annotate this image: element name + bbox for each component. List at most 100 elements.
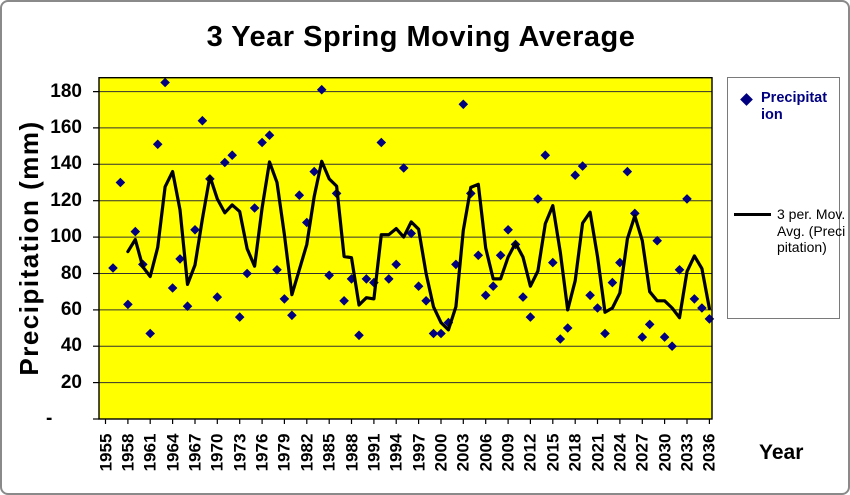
legend-label-moving-average: 3 per. Mov. Avg. (Precipitation) — [777, 206, 846, 255]
data-point-diamond[interactable] — [391, 259, 401, 270]
data-point-diamond[interactable] — [287, 310, 297, 321]
line-marker-icon — [734, 213, 771, 216]
x-tick-label: 1958 — [118, 433, 138, 472]
x-tick-label: 1979 — [274, 433, 294, 472]
data-point-diamond[interactable] — [257, 137, 267, 148]
data-point-diamond[interactable] — [309, 166, 319, 177]
data-point-diamond[interactable] — [108, 263, 118, 273]
data-point-diamond[interactable] — [234, 312, 245, 322]
x-tick-label: 1970 — [207, 433, 227, 472]
data-point-diamond[interactable] — [622, 166, 633, 177]
x-tick-label: 2036 — [699, 433, 719, 472]
plot-border — [98, 77, 713, 420]
chart-title[interactable]: 3 Year Spring Moving Average — [206, 21, 636, 53]
data-point-diamond[interactable] — [540, 150, 551, 160]
data-point-diamond[interactable] — [316, 84, 327, 95]
data-point-diamond[interactable] — [577, 161, 588, 171]
x-tick-label: 1985 — [319, 433, 339, 472]
x-tick-label: 2024 — [610, 433, 630, 472]
data-point-diamond[interactable] — [585, 290, 595, 301]
x-tick-label: 2003 — [453, 433, 473, 472]
data-point-diamond[interactable] — [167, 283, 178, 293]
x-tick-label: 2015 — [543, 433, 563, 472]
data-point-diamond[interactable] — [339, 296, 349, 306]
data-point-diamond[interactable] — [249, 203, 260, 213]
data-point-diamond[interactable] — [227, 150, 237, 160]
data-point-diamond[interactable] — [115, 177, 126, 188]
data-point-diamond[interactable] — [160, 77, 170, 88]
data-point-diamond[interactable] — [652, 235, 662, 246]
x-tick-label: 2000 — [431, 433, 451, 472]
data-point-diamond[interactable] — [630, 208, 640, 219]
legend: Precipitation 3 per. Mov. Avg. (Precipit… — [727, 77, 845, 319]
y-tick-label: 160 — [50, 116, 82, 138]
data-point-diamond[interactable] — [436, 328, 446, 339]
data-point-diamond[interactable] — [182, 301, 193, 311]
x-axis-title: Year — [759, 441, 804, 464]
data-point-diamond[interactable] — [421, 296, 431, 306]
x-tick-label: 1961 — [140, 433, 160, 472]
data-point-diamond[interactable] — [376, 137, 387, 148]
plot-area[interactable] — [93, 77, 715, 426]
data-point-diamond[interactable] — [220, 157, 230, 168]
data-point-diamond[interactable] — [190, 225, 200, 235]
data-point-diamond[interactable] — [480, 290, 491, 301]
data-point-diamond[interactable] — [562, 323, 573, 333]
diamond-marker-icon — [740, 93, 753, 106]
moving-average-line[interactable] — [126, 159, 712, 332]
x-tick-label: 2030 — [655, 433, 675, 472]
data-point-diamond[interactable] — [369, 277, 379, 288]
data-point-diamond[interactable] — [398, 163, 409, 173]
data-point-diamond[interactable] — [458, 99, 469, 110]
data-point-diamond[interactable] — [659, 332, 670, 342]
data-point-diamond[interactable] — [533, 194, 543, 204]
x-tick-label: 1982 — [297, 433, 317, 472]
x-tick-label: 2027 — [632, 433, 652, 472]
data-point-diamond[interactable] — [644, 319, 655, 330]
x-tick-label: 1988 — [342, 433, 361, 472]
data-point-diamond[interactable] — [324, 270, 334, 281]
data-point-diamond[interactable] — [525, 312, 536, 322]
data-point-diamond[interactable] — [384, 274, 394, 284]
data-point-diamond[interactable] — [242, 268, 252, 279]
data-point-diamond[interactable] — [637, 332, 648, 342]
y-tick-label: 40 — [60, 335, 82, 357]
y-tick-label: 60 — [60, 298, 82, 320]
data-point-diamond[interactable] — [294, 190, 305, 200]
data-point-diamond[interactable] — [607, 277, 618, 288]
data-point-diamond[interactable] — [413, 281, 424, 291]
legend-item-precipitation[interactable]: Precipitation — [740, 90, 830, 124]
data-point-diamond[interactable] — [473, 250, 484, 261]
data-point-diamond[interactable] — [361, 274, 372, 284]
data-point-diamond[interactable] — [689, 294, 700, 304]
data-point-diamond[interactable] — [443, 317, 454, 328]
x-tick-label: 1955 — [96, 433, 115, 472]
y-tick-label: - — [46, 408, 53, 429]
data-point-diamond[interactable] — [279, 294, 290, 304]
data-point-diamond[interactable] — [503, 225, 513, 235]
x-tick-label: 2033 — [677, 433, 697, 472]
data-point-diamond[interactable] — [548, 257, 558, 268]
data-point-diamond[interactable] — [570, 170, 580, 180]
y-tick-label: 20 — [60, 371, 82, 393]
data-point-diamond[interactable] — [697, 303, 707, 313]
data-point-diamond[interactable] — [428, 328, 439, 339]
data-point-diamond[interactable] — [555, 334, 566, 344]
x-tick-label: 1964 — [163, 433, 183, 472]
data-point-diamond[interactable] — [495, 250, 506, 261]
data-point-diamond[interactable] — [406, 228, 416, 239]
data-point-diamond[interactable] — [682, 194, 692, 204]
y-tick-label: 140 — [50, 153, 82, 175]
data-point-diamond[interactable] — [451, 259, 461, 270]
legend-item-moving-average[interactable]: 3 per. Mov. Avg. (Precipitation) — [734, 206, 848, 256]
x-tick-label: 1976 — [252, 433, 272, 472]
data-point-diamond[interactable] — [667, 341, 677, 351]
data-point-diamond[interactable] — [674, 265, 685, 275]
data-point-diamond[interactable] — [488, 281, 498, 291]
data-point-diamond[interactable] — [197, 115, 208, 126]
x-tick-label: 1997 — [409, 433, 429, 472]
data-point-diamond[interactable] — [175, 254, 185, 264]
data-point-diamond[interactable] — [272, 265, 282, 275]
data-point-diamond[interactable] — [354, 330, 364, 341]
